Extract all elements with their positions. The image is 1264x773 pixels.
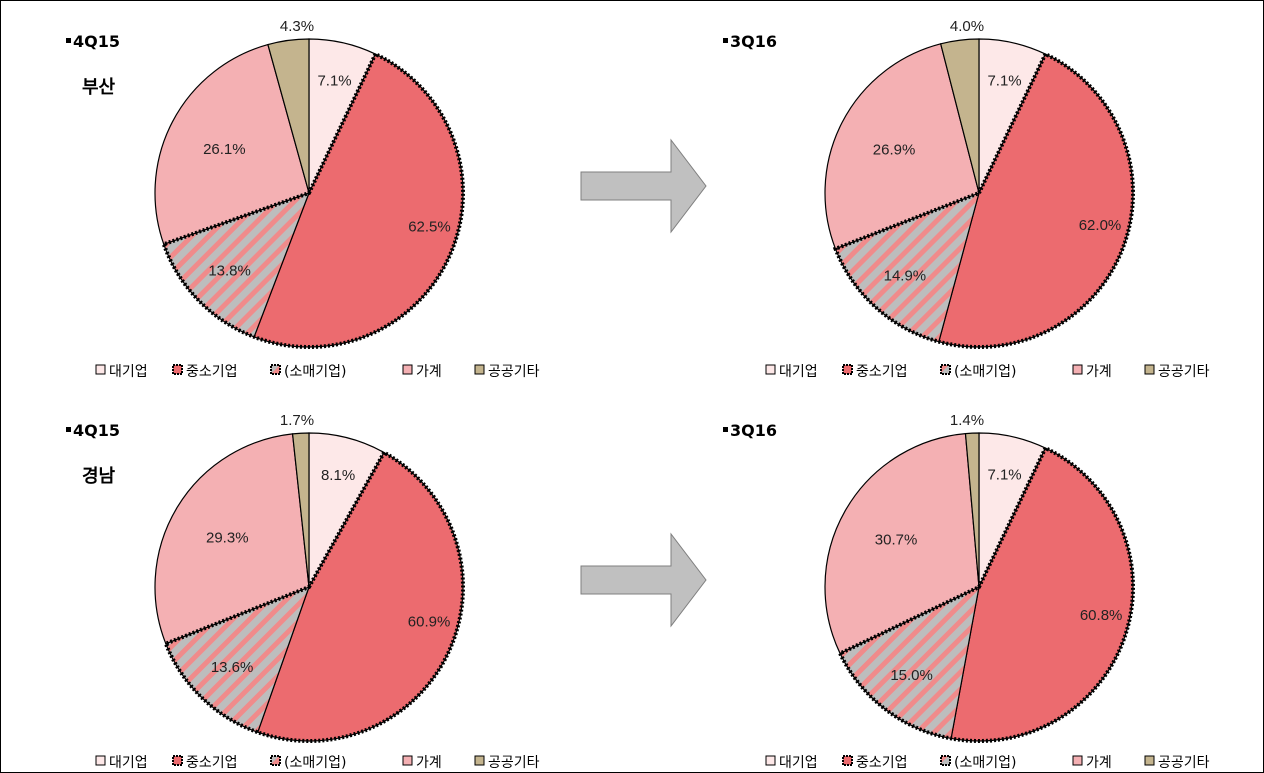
data-label-household: 30.7% (875, 532, 918, 549)
legend-swatch-household (403, 756, 412, 765)
legend-label-sme: 중소기업 (186, 364, 238, 380)
legend: 대기업 중소기업 (소매기업) 가계 공공기타 (96, 364, 540, 380)
legend-label-sme: 중소기업 (186, 755, 238, 771)
data-label-large-firm: 7.1% (987, 72, 1021, 89)
legend-swatch-retail (271, 756, 280, 765)
legend-swatch-large-firm (96, 756, 105, 765)
period-title: 4Q15 (73, 32, 120, 51)
transition-arrow-icon (581, 140, 706, 232)
legend-swatch-sme (173, 365, 182, 374)
legend-swatch-household (403, 365, 412, 374)
period-bullet (66, 427, 71, 432)
data-label-household: 26.9% (873, 141, 916, 158)
legend-swatch-large-firm (96, 365, 105, 374)
pie-panel-2: 7.1% 62.0% 14.9% 26.9% 4.0% 3Q16 대기업 중소기업 (소매기업)… (723, 18, 1210, 380)
legend-label-sme: 중소기업 (856, 755, 908, 771)
legend-swatch-public (475, 756, 484, 765)
data-label-sme: 60.9% (408, 614, 451, 631)
legend-swatch-public (1145, 365, 1154, 374)
data-label-household: 29.3% (206, 530, 249, 547)
legend-swatch-household (1073, 756, 1082, 765)
legend-swatch-public (1145, 756, 1154, 765)
legend-label-retail: (소매기업) (954, 364, 1016, 380)
legend-label-household: 가계 (416, 755, 442, 771)
legend-swatch-large-firm (766, 365, 775, 374)
period-bullet (723, 38, 728, 43)
legend-label-retail: (소매기업) (284, 755, 346, 771)
legend-label-household: 가계 (416, 364, 442, 380)
data-label-retail: 13.6% (211, 659, 254, 676)
pie-panel-4: 7.1% 60.8% 15.0% 30.7% 1.4% 3Q16 대기업 중소기업 (소매기업)… (723, 412, 1210, 771)
data-label-retail: 15.0% (890, 667, 933, 684)
data-label-public: 4.3% (280, 18, 314, 35)
period-title: 3Q16 (730, 421, 777, 440)
legend-label-retail: (소매기업) (284, 364, 346, 380)
legend-label-large-firm: 대기업 (109, 364, 148, 380)
legend-swatch-retail (941, 365, 950, 374)
period-title: 4Q15 (73, 421, 120, 440)
legend-swatch-sme (843, 365, 852, 374)
legend-swatch-public (475, 365, 484, 374)
legend: 대기업 중소기업 (소매기업) 가계 공공기타 (96, 755, 540, 771)
legend-swatch-sme (173, 756, 182, 765)
data-label-sme: 62.0% (1079, 217, 1122, 234)
legend-label-household: 가계 (1086, 755, 1112, 771)
period-bullet (723, 427, 728, 432)
legend-label-public: 공공기타 (488, 755, 540, 771)
legend-label-sme: 중소기업 (856, 364, 908, 380)
data-label-public: 1.7% (280, 412, 314, 429)
legend-label-retail: (소매기업) (954, 755, 1016, 771)
data-label-large-firm: 7.1% (987, 466, 1021, 483)
legend-swatch-large-firm (766, 756, 775, 765)
legend-label-public: 공공기타 (1158, 755, 1210, 771)
legend-label-large-firm: 대기업 (109, 755, 148, 771)
data-label-large-firm: 8.1% (321, 467, 355, 484)
legend-label-large-firm: 대기업 (779, 755, 818, 771)
legend: 대기업 중소기업 (소매기업) 가계 공공기타 (766, 364, 1210, 380)
legend-label-public: 공공기타 (488, 364, 540, 380)
legend-label-large-firm: 대기업 (779, 364, 818, 380)
data-label-public: 1.4% (950, 412, 984, 429)
data-label-retail: 14.9% (884, 267, 927, 284)
data-label-large-firm: 7.1% (317, 72, 351, 89)
legend-swatch-retail (941, 756, 950, 765)
transition-arrow-icon (581, 534, 706, 626)
data-label-retail: 13.8% (208, 262, 251, 279)
legend-label-public: 공공기타 (1158, 364, 1210, 380)
legend-label-household: 가계 (1086, 364, 1112, 380)
period-bullet (66, 38, 71, 43)
region-label: 부산 (82, 77, 116, 98)
legend-swatch-sme (843, 756, 852, 765)
legend-swatch-retail (271, 365, 280, 374)
data-label-sme: 60.8% (1080, 607, 1123, 624)
data-label-household: 26.1% (203, 141, 246, 158)
legend: 대기업 중소기업 (소매기업) 가계 공공기타 (766, 755, 1210, 771)
region-label: 경남 (82, 466, 116, 487)
data-label-sme: 62.5% (408, 218, 451, 235)
period-title: 3Q16 (730, 32, 777, 51)
legend-swatch-household (1073, 365, 1082, 374)
data-label-public: 4.0% (950, 18, 984, 35)
